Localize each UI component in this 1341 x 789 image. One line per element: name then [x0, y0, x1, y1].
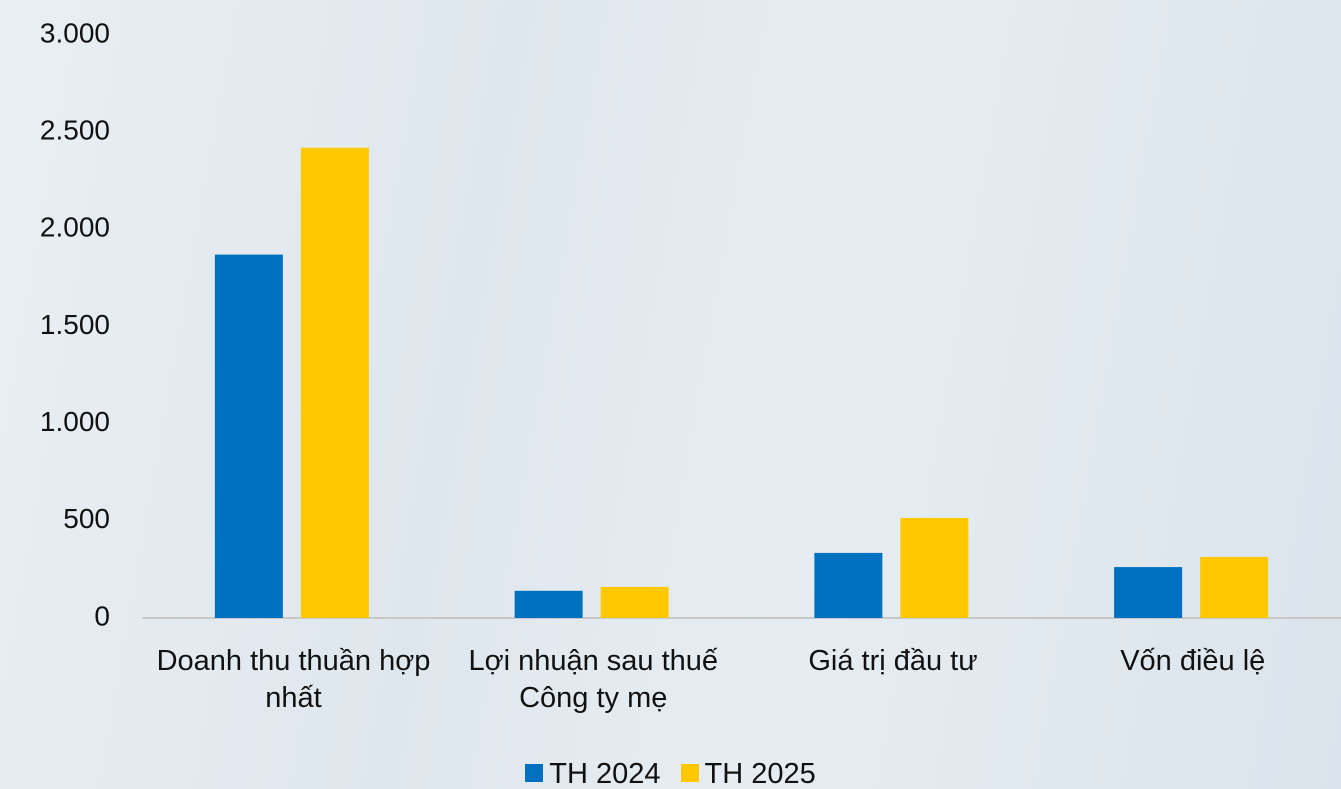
bar [900, 517, 969, 618]
bar [214, 254, 283, 618]
y-tick-label: 1.500 [40, 309, 110, 340]
bar [1114, 567, 1183, 618]
y-tick-label: 2.000 [40, 212, 110, 243]
y-tick-label: 2.500 [40, 115, 110, 146]
legend-label: TH 2024 [549, 758, 661, 789]
legend-item: TH 2024 [525, 758, 661, 789]
legend: TH 2024 TH 2025 [0, 758, 1341, 789]
bar [814, 552, 883, 618]
bar [514, 590, 583, 618]
legend-swatch [680, 764, 699, 782]
x-tick-label: Vốn điều lệ [1120, 645, 1266, 677]
legend-label: TH 2025 [704, 758, 816, 789]
bar [1200, 556, 1269, 618]
bar [300, 147, 369, 619]
y-tick-label: 0 [94, 600, 110, 631]
legend-item: TH 2025 [680, 758, 816, 789]
y-tick-label: 3.000 [40, 17, 110, 48]
y-tick-label: 1.000 [40, 406, 110, 437]
x-tick-label: Doanh thu thuần hợp nhất [156, 645, 431, 714]
x-tick-label: Giá trị đầu tư [808, 645, 978, 677]
legend-swatch [525, 764, 544, 782]
y-tick-label: 500 [63, 503, 110, 534]
bar [600, 586, 669, 618]
x-tick-label: Lợi nhuận sau thuế Công ty mẹ [468, 645, 719, 714]
